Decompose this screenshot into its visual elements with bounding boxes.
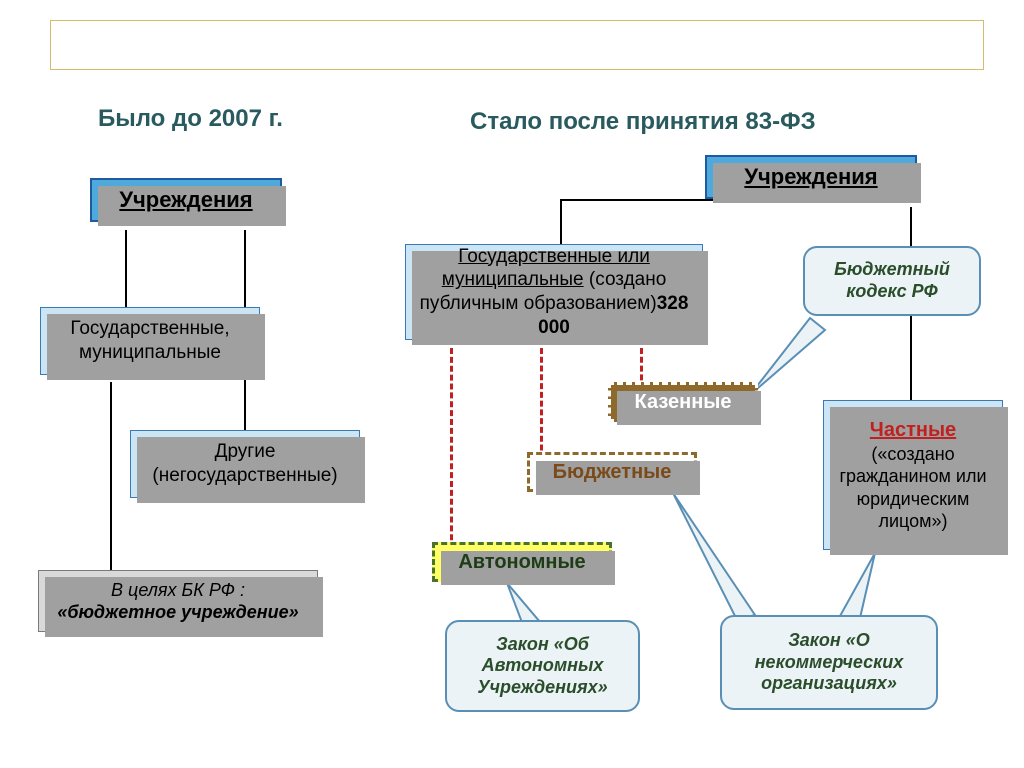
- dash-v2: [540, 348, 543, 468]
- lawnko-3: организациях»: [761, 673, 897, 695]
- lawauto-3: Учреждениях»: [477, 677, 607, 699]
- top-frame: [50, 20, 984, 70]
- govmuni-r2: муниципальные (создано: [442, 268, 667, 292]
- callout-codex: Бюджетный кодекс РФ: [803, 246, 981, 316]
- callout-law-nko: Закон «О некоммерческих организациях»: [720, 615, 938, 710]
- private-3: гражданином или: [839, 465, 986, 488]
- callout-law-auto: Закон «Об Автономных Учреждениях»: [445, 620, 640, 712]
- govmuni-line1: Государственные,: [70, 317, 229, 341]
- codex-1: Бюджетный: [834, 259, 950, 281]
- lawauto-2: Автономных: [482, 655, 604, 677]
- box-left-institutions: Учреждения: [90, 178, 282, 222]
- box-left-bk: В целях БК РФ : «бюджетное учреждение»: [38, 570, 318, 632]
- bk-line2: «бюджетное учреждение»: [57, 601, 298, 624]
- line-l-v1: [125, 230, 127, 308]
- other-line1: Другие: [215, 440, 276, 464]
- lawnko-2: некоммерческих: [755, 652, 904, 674]
- lawnko-tail1: [665, 485, 775, 630]
- govmuni-r1: Государственные или: [458, 245, 650, 269]
- title-right: Стало после принятия 83-ФЗ: [470, 108, 816, 136]
- lawnko-1: Закон «О: [788, 630, 870, 652]
- lawauto-1: Закон «Об: [496, 634, 589, 656]
- private-1: Частные: [870, 418, 956, 443]
- box-autonomous: Автономные: [432, 542, 612, 582]
- other-line2: (негосударственные): [152, 464, 337, 488]
- dash-v1: [450, 348, 453, 558]
- private-2: («создано: [871, 443, 954, 466]
- codex-2: кодекс РФ: [846, 281, 937, 303]
- box-kazennye: Казенные: [608, 382, 758, 422]
- box-left-govmuni: Государственные, муниципальные: [40, 307, 260, 375]
- private-5: лицом»): [878, 510, 947, 533]
- title-left: Было до 2007 г.: [98, 105, 283, 133]
- line-l-v3: [110, 382, 112, 572]
- box-right-govmuni: Государственные или муниципальные (созда…: [405, 244, 703, 340]
- box-right-institutions: Учреждения: [705, 155, 917, 199]
- box-budget: Бюджетные: [527, 452, 697, 492]
- box-private: Частные («создано гражданином или юридич…: [823, 400, 1003, 550]
- private-4: юридическим: [857, 488, 970, 511]
- line-r-v1: [560, 200, 562, 245]
- govmuni-line2: муниципальные: [79, 341, 221, 365]
- bk-line1: В целях БК РФ :: [111, 579, 245, 602]
- govmuni-r3: публичным образованием)328 000: [412, 292, 696, 340]
- box-left-other: Другие (негосударственные): [130, 430, 360, 498]
